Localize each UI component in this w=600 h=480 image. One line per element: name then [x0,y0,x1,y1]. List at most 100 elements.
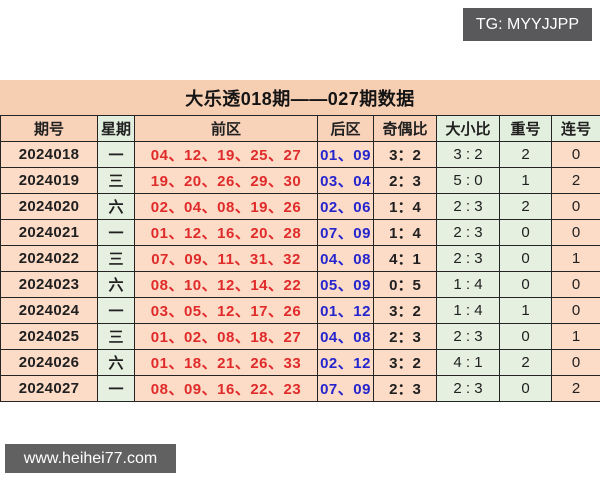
cell-back-zone-numbers: 02、12 [317,349,374,376]
header-odd-even-ratio: 奇偶比 [373,115,437,142]
cell-weekday: 三 [97,323,135,350]
cell-period: 2024022 [0,245,98,272]
tg-watermark-badge: TG: MYYJJPP [462,8,592,41]
header-big-small-ratio: 大小比 [436,115,500,142]
cell-weekday: 三 [97,167,135,194]
cell-repeat-count: 0 [499,375,552,402]
tg-watermark-label: TG: MYYJJPP [475,15,579,33]
cell-front-zone-numbers: 01、02、08、18、27 [134,323,318,350]
cell-odd-even-ratio: 0：5 [373,271,437,298]
cell-repeat-count: 0 [499,219,552,246]
cell-back-zone-numbers: 07、09 [317,375,374,402]
cell-odd-even-ratio: 3：2 [373,141,437,168]
table-row: 2024021 一 01、12、16、20、28 07、09 1：4 2 : 3… [0,219,600,246]
cell-big-small-ratio: 2 : 3 [436,375,500,402]
cell-odd-even-ratio: 1：4 [373,193,437,220]
header-repeat-count: 重号 [499,115,552,142]
cell-repeat-count: 0 [499,323,552,350]
cell-weekday: 一 [97,141,135,168]
cell-repeat-count: 0 [499,271,552,298]
cell-back-zone-numbers: 05、09 [317,271,374,298]
site-watermark-label: www.heihei77.com [23,449,158,467]
cell-weekday: 六 [97,271,135,298]
header-back-zone: 后区 [317,115,374,142]
cell-big-small-ratio: 1 : 4 [436,271,500,298]
cell-front-zone-numbers: 19、20、26、29、30 [134,167,318,194]
cell-repeat-count: 0 [499,245,552,272]
cell-back-zone-numbers: 04、08 [317,323,374,350]
cell-front-zone-numbers: 02、04、08、19、26 [134,193,318,220]
cell-big-small-ratio: 2 : 3 [436,323,500,350]
cell-weekday: 一 [97,219,135,246]
site-watermark-badge: www.heihei77.com [5,444,176,473]
cell-big-small-ratio: 2 : 3 [436,245,500,272]
table-body: 2024018 一 04、12、19、25、27 01、09 3：2 3 : 2… [0,141,600,402]
cell-period: 2024020 [0,193,98,220]
table-row: 2024023 六 08、10、12、14、22 05、09 0：5 1 : 4… [0,271,600,298]
cell-big-small-ratio: 2 : 3 [436,219,500,246]
cell-repeat-count: 1 [499,297,552,324]
table-row: 2024019 三 19、20、26、29、30 03、04 2：3 5 : 0… [0,167,600,194]
header-weekday: 星期 [97,115,135,142]
table-row: 2024026 六 01、18、21、26、33 02、12 3：2 4 : 1… [0,349,600,376]
cell-period: 2024021 [0,219,98,246]
cell-period: 2024024 [0,297,98,324]
cell-front-zone-numbers: 04、12、19、25、27 [134,141,318,168]
page-title: 大乐透018期——027期数据 [0,80,600,115]
lottery-data-panel: 大乐透018期——027期数据 期号 星期 前区 后区 奇偶比 大小比 重号 连… [0,80,600,402]
cell-weekday: 六 [97,349,135,376]
table-row: 2024018 一 04、12、19、25、27 01、09 3：2 3 : 2… [0,141,600,168]
cell-front-zone-numbers: 01、18、21、26、33 [134,349,318,376]
table-row: 2024020 六 02、04、08、19、26 02、06 1：4 2 : 3… [0,193,600,220]
cell-big-small-ratio: 1 : 4 [436,297,500,324]
cell-big-small-ratio: 5 : 0 [436,167,500,194]
cell-back-zone-numbers: 03、04 [317,167,374,194]
cell-front-zone-numbers: 08、09、16、22、23 [134,375,318,402]
table-row: 2024024 一 03、05、12、17、26 01、12 3：2 1 : 4… [0,297,600,324]
cell-period: 2024027 [0,375,98,402]
cell-back-zone-numbers: 07、09 [317,219,374,246]
cell-weekday: 三 [97,245,135,272]
cell-front-zone-numbers: 08、10、12、14、22 [134,271,318,298]
cell-consecutive-count: 0 [551,219,600,246]
cell-consecutive-count: 0 [551,141,600,168]
cell-front-zone-numbers: 01、12、16、20、28 [134,219,318,246]
header-period: 期号 [0,115,98,142]
cell-weekday: 一 [97,375,135,402]
cell-period: 2024019 [0,167,98,194]
cell-big-small-ratio: 3 : 2 [436,141,500,168]
table-row: 2024022 三 07、09、11、31、32 04、08 4：1 2 : 3… [0,245,600,272]
table-row: 2024027 一 08、09、16、22、23 07、09 2：3 2 : 3… [0,375,600,402]
header-row: 期号 星期 前区 后区 奇偶比 大小比 重号 连号 [0,115,600,142]
cell-odd-even-ratio: 3：2 [373,349,437,376]
cell-odd-even-ratio: 4：1 [373,245,437,272]
cell-weekday: 六 [97,193,135,220]
cell-back-zone-numbers: 01、12 [317,297,374,324]
cell-consecutive-count: 1 [551,245,600,272]
cell-period: 2024025 [0,323,98,350]
cell-consecutive-count: 0 [551,349,600,376]
header-front-zone: 前区 [134,115,318,142]
cell-consecutive-count: 1 [551,323,600,350]
cell-repeat-count: 2 [499,141,552,168]
cell-consecutive-count: 0 [551,193,600,220]
cell-odd-even-ratio: 2：3 [373,323,437,350]
table-header: 期号 星期 前区 后区 奇偶比 大小比 重号 连号 [0,115,600,142]
cell-back-zone-numbers: 02、06 [317,193,374,220]
header-consecutive-count: 连号 [551,115,600,142]
cell-consecutive-count: 2 [551,375,600,402]
cell-period: 2024026 [0,349,98,376]
lottery-data-table: 期号 星期 前区 后区 奇偶比 大小比 重号 连号 2024018 一 04、1… [0,115,600,402]
cell-big-small-ratio: 4 : 1 [436,349,500,376]
cell-odd-even-ratio: 2：3 [373,375,437,402]
cell-front-zone-numbers: 03、05、12、17、26 [134,297,318,324]
cell-back-zone-numbers: 04、08 [317,245,374,272]
cell-repeat-count: 2 [499,193,552,220]
cell-odd-even-ratio: 1：4 [373,219,437,246]
cell-odd-even-ratio: 3：2 [373,297,437,324]
cell-consecutive-count: 0 [551,271,600,298]
cell-repeat-count: 2 [499,349,552,376]
cell-odd-even-ratio: 2：3 [373,167,437,194]
cell-big-small-ratio: 2 : 3 [436,193,500,220]
table-row: 2024025 三 01、02、08、18、27 04、08 2：3 2 : 3… [0,323,600,350]
